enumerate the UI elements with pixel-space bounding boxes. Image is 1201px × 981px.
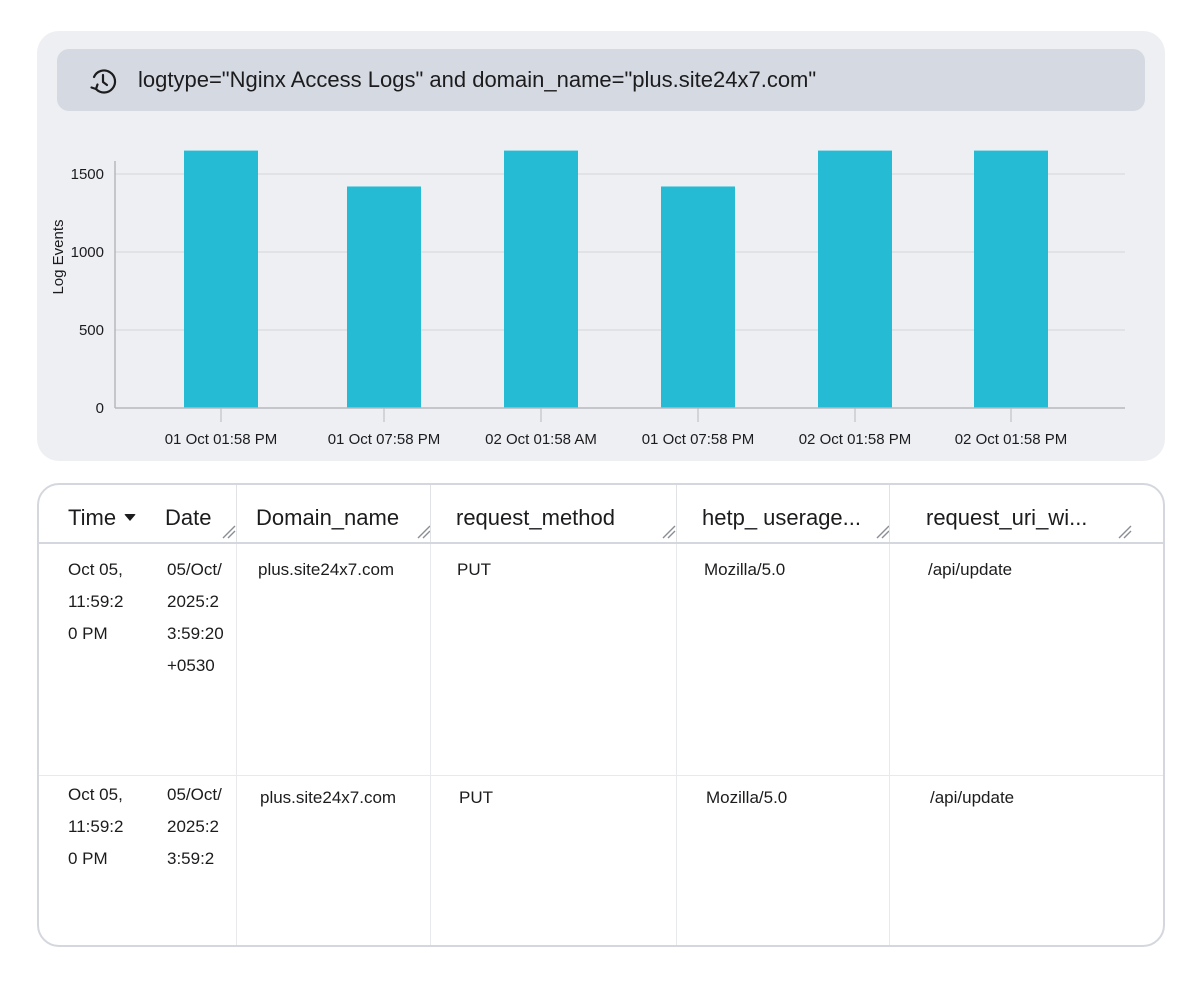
x-tick-label: 01 Oct 07:58 PM [642,431,755,448]
bar[interactable] [347,186,421,408]
query-bar[interactable]: logtype="Nginx Access Logs" and domain_n… [57,49,1145,111]
row-divider [39,775,1163,776]
column-label-request-uri: request_uri_wi... [926,505,1088,530]
column-label-date: Date [165,505,212,530]
column-label-request-method: request_method [456,505,615,530]
cell-user-agent: Mozilla/5.0 [704,560,786,579]
column-divider [676,485,677,544]
cell-request-uri: /api/update [930,788,1015,807]
column-header-date[interactable]: Date [165,485,211,544]
cell-domain: plus.site24x7.com [260,788,397,807]
resize-handle-icon[interactable] [662,525,676,539]
history-icon[interactable] [87,65,119,97]
cell-user-agent: Mozilla/5.0 [706,788,788,807]
bar-chart: 0 500 1000 1500 01 Oct 01:58 PM 01 Oct 07:58 … [50,150,1125,448]
cell-time: Oct 05, 11:59:20 PM [68,785,124,868]
column-divider [676,544,677,945]
cell-date: 05/Oct/2025:23:59:2 [167,785,222,868]
sort-desc-icon[interactable] [124,513,137,521]
resize-handle-icon[interactable] [222,525,236,539]
y-axis-title: Log Events [50,219,67,294]
header-divider [39,542,1163,544]
column-header-request-uri[interactable]: request_uri_wi... [926,485,1087,544]
column-header-user-agent[interactable]: hetp_ userage... [702,485,861,544]
bar[interactable] [504,150,578,408]
cell-request-uri: /api/update [928,560,1013,579]
bar[interactable] [818,150,892,408]
bar[interactable] [661,186,735,408]
cell-method: PUT [457,560,491,579]
y-tick-label: 1000 [71,244,104,261]
cell-time: Oct 05, 11:59:20 PM [68,560,124,643]
resize-handle-icon[interactable] [876,525,890,539]
column-divider [236,544,237,945]
query-text[interactable]: logtype="Nginx Access Logs" and domain_n… [138,67,817,92]
column-header-request-method[interactable]: request_method [456,485,615,544]
resize-handle-icon[interactable] [1118,525,1132,539]
x-tick-label: 02 Oct 01:58 PM [799,431,912,448]
column-label-time: Time [68,505,117,530]
log-table: Time Date Domain_name request_method het… [37,483,1165,947]
cell-date: 05/Oct/2025:23:59:20 +0530 [167,560,224,675]
resize-handle-icon[interactable] [417,525,431,539]
y-tick-label: 0 [96,400,104,417]
chart-card: 0 500 1000 1500 01 Oct 01:58 PM 01 Oct 07:58 … [37,31,1165,461]
column-divider [430,544,431,945]
column-divider [889,485,890,544]
y-tick-label: 500 [79,322,104,339]
column-header-domain-name[interactable]: Domain_name [256,485,399,544]
x-tick-label: 02 Oct 01:58 PM [955,431,1068,448]
column-label-domain-name: Domain_name [256,505,400,530]
column-label-user-agent: hetp_ userage... [702,505,862,530]
x-tick-label: 01 Oct 07:58 PM [328,431,441,448]
y-tick-label: 1500 [71,166,104,183]
x-tick-label: 01 Oct 01:58 PM [165,431,278,448]
x-tick-label: 02 Oct 01:58 AM [485,431,597,448]
column-divider [889,544,890,945]
column-header-time[interactable]: Time [68,485,137,544]
bar[interactable] [184,150,258,408]
column-divider [430,485,431,544]
cell-method: PUT [459,788,493,807]
cell-domain: plus.site24x7.com [258,560,395,579]
bar[interactable] [974,150,1048,408]
column-divider [236,485,237,544]
